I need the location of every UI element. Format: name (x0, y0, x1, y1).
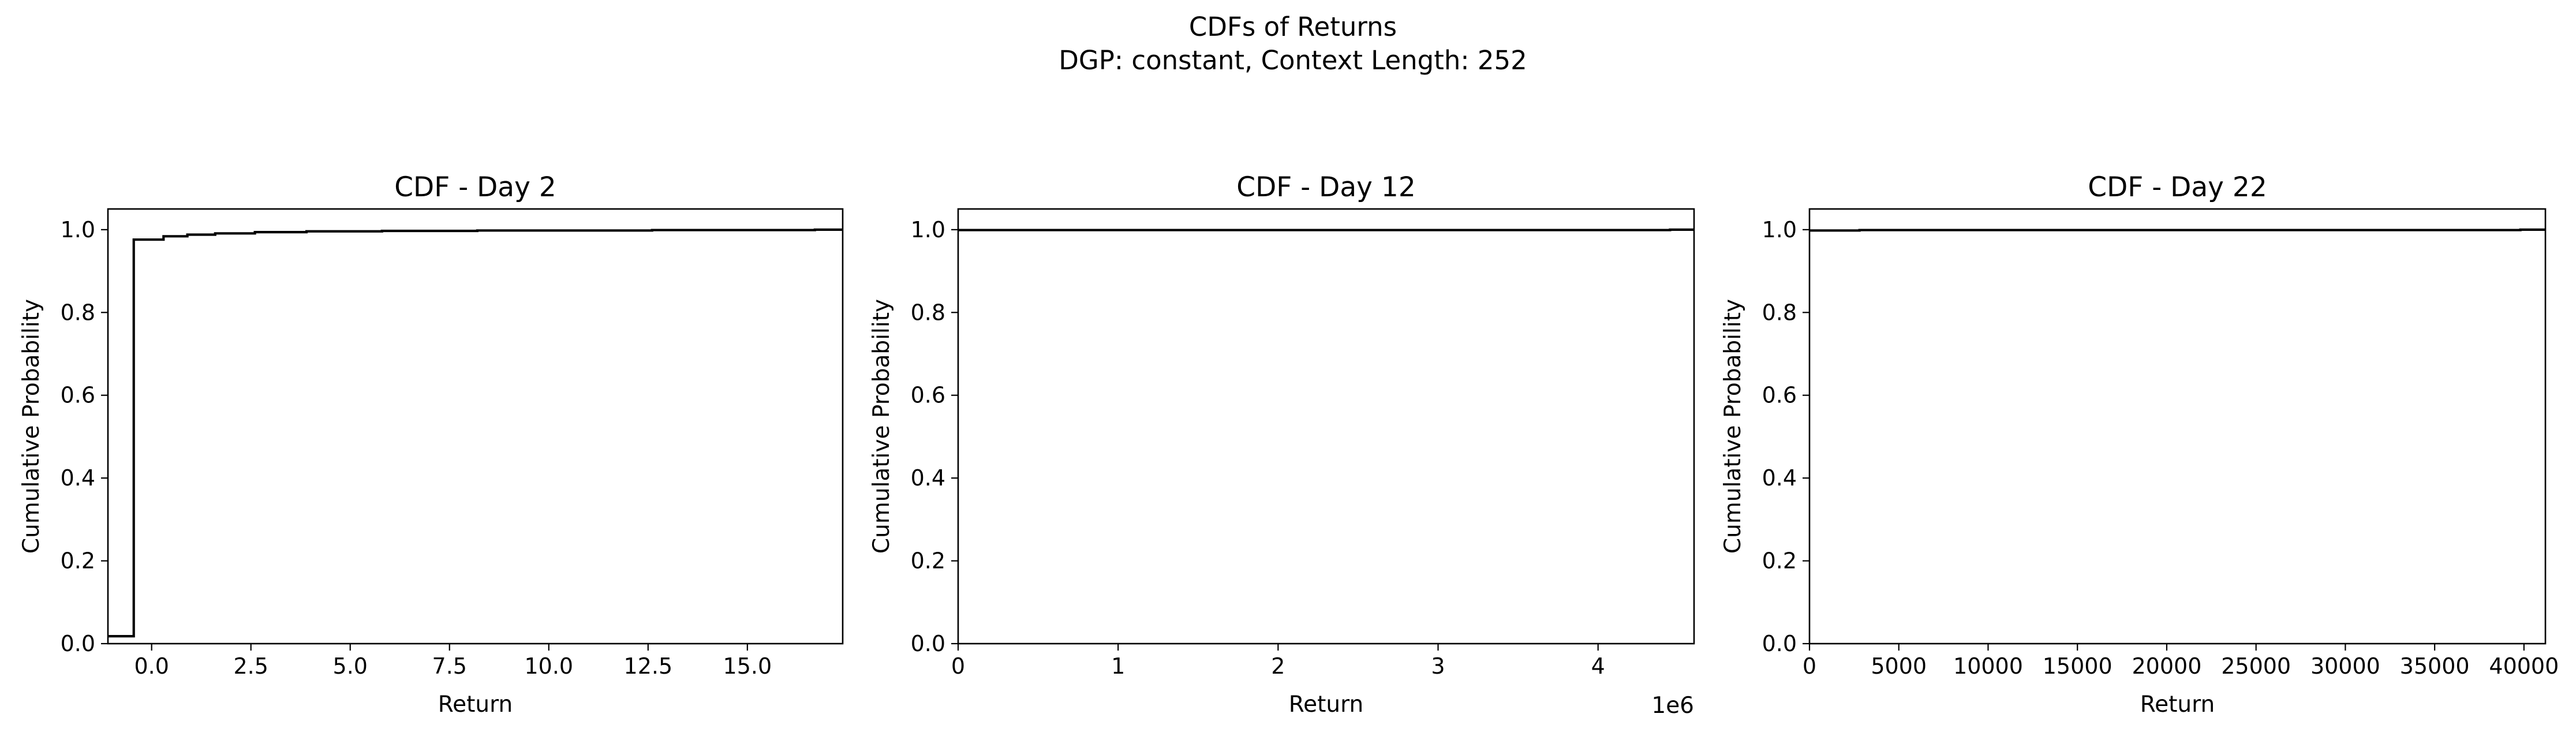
y-axis-label: Cumulative Probability (18, 299, 44, 554)
y-axis-label: Cumulative Probability (1720, 299, 1746, 554)
y-tick-label: 0.8 (911, 300, 945, 325)
y-tick-label: 0.8 (1762, 300, 1797, 325)
x-tick-label: 0 (951, 653, 965, 679)
x-tick-label: 20000 (2132, 653, 2201, 679)
y-tick-label: 0.2 (911, 548, 945, 574)
x-tick-label: 35000 (2400, 653, 2470, 679)
subplot-title: CDF - Day 22 (2088, 171, 2267, 203)
y-tick-label: 0.0 (1762, 631, 1797, 656)
figure-title-line1: CDFs of Returns (1189, 12, 1397, 42)
y-tick-label: 0.0 (61, 631, 95, 656)
x-tick-label: 25000 (2221, 653, 2291, 679)
x-tick-label: 40000 (2489, 653, 2559, 679)
y-tick-label: 0.4 (1762, 465, 1797, 491)
y-tick-label: 1.0 (1762, 217, 1797, 242)
y-tick-label: 0.6 (1762, 383, 1797, 408)
x-tick-label: 30000 (2310, 653, 2380, 679)
subplot-title: CDF - Day 12 (1236, 171, 1415, 203)
x-tick-label: 5000 (1871, 653, 1927, 679)
cdf-subplot-1: CDF - Day 2 0.0 2.5 5.0 7.5 10.0 12.5 15.0 0.0 0.… (18, 171, 844, 718)
x-axis-label: Return (2140, 692, 2215, 718)
y-tick-label: 0.4 (61, 465, 95, 491)
cdf-step-line (108, 228, 843, 638)
axes-frame (1808, 208, 2547, 645)
y-tick-label: 0.6 (61, 383, 95, 408)
x-tick-label: 1 (1111, 653, 1125, 679)
x-tick-label: 0.0 (134, 653, 169, 679)
x-axis-offset-text: 1e6 (1651, 693, 1694, 719)
y-tick-label: 1.0 (61, 217, 95, 242)
x-tick-label: 10000 (1953, 653, 2023, 679)
cdf-subplot-3: CDF - Day 22 0 5000 10000 15000 20000 25000 300… (1720, 171, 2559, 718)
x-tick-label: 15000 (2043, 653, 2113, 679)
x-tick-label: 2.5 (234, 653, 268, 679)
y-tick-label: 0.2 (61, 548, 95, 574)
cdf-subplot-2: CDF - Day 12 0 1 2 3 4 0.0 0.2 0.4 0.6 0.8 1.0 Retur… (869, 171, 1695, 719)
figure-title-line2: DGP: constant, Context Length: 252 (1059, 45, 1527, 76)
x-tick-label: 15.0 (723, 653, 772, 679)
axes-frame (107, 208, 844, 645)
subplot-title: CDF - Day 2 (394, 171, 556, 203)
y-tick-label: 0.6 (911, 383, 945, 408)
x-tick-label: 12.5 (624, 653, 673, 679)
y-tick-label: 0.8 (61, 300, 95, 325)
x-tick-label: 5.0 (333, 653, 368, 679)
subplots: CDF - Day 20.0 2.5 5.0 7.5 10.0 12.5 15.00.00.… (18, 171, 2559, 719)
x-tick-label: 10.0 (524, 653, 573, 679)
axes-frame (957, 208, 1695, 645)
x-tick-label: 3 (1431, 653, 1445, 679)
x-tick-label: 4 (1591, 653, 1605, 679)
y-axis-label: Cumulative Probability (869, 299, 895, 554)
y-tick-label: 1.0 (911, 217, 945, 242)
x-axis-label: Return (438, 692, 513, 718)
y-tick-label: 0.0 (911, 631, 945, 656)
x-tick-label: 2 (1271, 653, 1285, 679)
x-tick-label: 7.5 (432, 653, 467, 679)
y-tick-label: 0.4 (911, 465, 945, 491)
x-tick-label: 0 (1803, 653, 1816, 679)
x-axis-label: Return (1289, 692, 1363, 718)
y-tick-label: 0.2 (1762, 548, 1797, 574)
